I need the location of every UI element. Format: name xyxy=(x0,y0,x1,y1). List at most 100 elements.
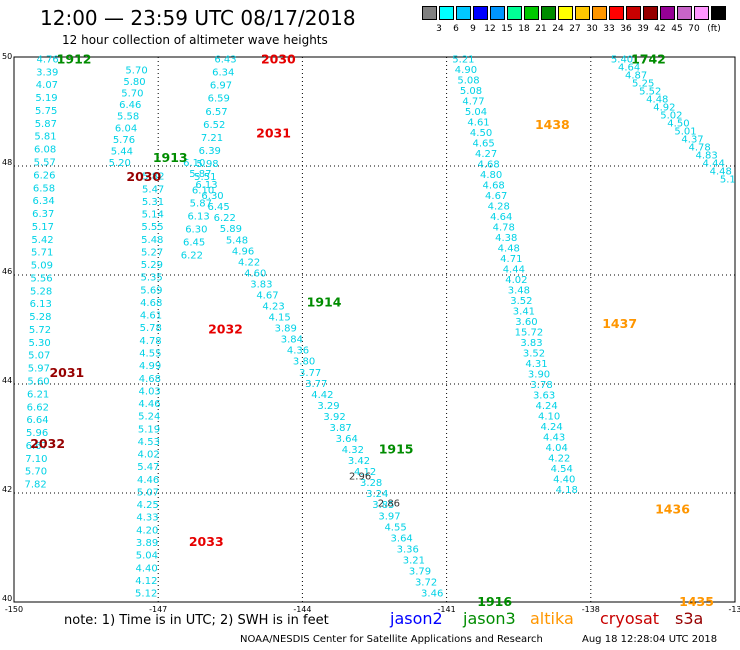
swh-value: 3.48 xyxy=(508,285,530,296)
pass-time-label: 1438 xyxy=(535,117,570,132)
swh-value: 3.77 xyxy=(299,368,321,379)
swh-value: 4.55 xyxy=(139,349,161,360)
swh-value: 6.34 xyxy=(212,68,234,79)
swh-value: 3.29 xyxy=(317,401,339,412)
swh-value: 5.89 xyxy=(220,224,242,235)
swh-value: 4.40 xyxy=(135,563,157,574)
swh-value: 4.78 xyxy=(493,222,515,233)
swh-value: 4.12 xyxy=(135,576,157,587)
swh-value: 6.10 xyxy=(192,185,214,196)
swh-value: 3.89 xyxy=(136,538,158,549)
swh-value-low: 2.86 xyxy=(378,499,400,510)
legend-jason2: jason2 xyxy=(390,609,443,628)
swh-value: 3.64 xyxy=(336,434,358,445)
swh-value: 15.72 xyxy=(515,327,544,338)
colorbar-swatch xyxy=(592,6,607,20)
swh-value: 4.64 xyxy=(490,212,512,223)
swh-value: 6.13 xyxy=(30,299,52,310)
pass-time-label: 2031 xyxy=(256,125,291,140)
swh-value: 5.31 xyxy=(142,197,164,208)
swh-value: 4.87 xyxy=(625,70,647,81)
swh-value: 4.61 xyxy=(140,311,162,322)
swh-value: 6.26 xyxy=(33,170,55,181)
swh-value: 4.90 xyxy=(455,65,477,76)
lat-tick-label: 50 xyxy=(2,52,12,61)
legend-cryosat: cryosat xyxy=(600,609,660,628)
generated-timestamp: Aug 18 12:28:04 UTC 2018 xyxy=(582,634,718,645)
colorbar-label: 24 xyxy=(552,24,564,34)
swh-value: 4.78 xyxy=(139,336,161,347)
swh-value: 4.92 xyxy=(653,102,675,113)
swh-value: 5.01 xyxy=(674,126,696,137)
swh-value: 4.76 xyxy=(37,54,59,65)
swh-value: 3.92 xyxy=(323,412,345,423)
swh-value: 4.46 xyxy=(138,399,160,410)
swh-value: 4.42 xyxy=(311,390,333,401)
swh-value: 5.58 xyxy=(117,112,139,123)
swh-value: 3.84 xyxy=(281,335,303,346)
colorbar-swatch xyxy=(711,6,726,20)
swh-value: 3.39 xyxy=(36,67,58,78)
pass-time-label: 1912 xyxy=(57,52,92,67)
swh-value: 5.02 xyxy=(660,110,682,121)
swh-value: 3.78 xyxy=(530,380,552,391)
swh-value: 5.96 xyxy=(26,428,48,439)
swh-value: 5.48 xyxy=(141,235,163,246)
swh-value: 5.48 xyxy=(226,235,248,246)
pass-time-label: 1436 xyxy=(655,501,690,516)
swh-value: 3.52 xyxy=(523,348,545,359)
swh-value: 4.48 xyxy=(710,166,732,177)
lat-tick-label: 40 xyxy=(2,594,12,603)
swh-value: 5.27 xyxy=(141,247,163,258)
colorbar-label: 27 xyxy=(569,24,581,34)
swh-value: 5.75 xyxy=(35,106,57,117)
swh-value: 6.62 xyxy=(27,402,49,413)
lon-tick-label: -147 xyxy=(149,605,167,614)
swh-value: 6.46 xyxy=(119,100,141,111)
swh-value: 6.57 xyxy=(205,107,227,118)
swh-value: 5.30 xyxy=(29,338,51,349)
colorbar-swatch xyxy=(439,6,454,20)
colorbar-swatch xyxy=(456,6,471,20)
swh-value: 4.71 xyxy=(500,254,522,265)
swh-value: 4.68 xyxy=(483,180,505,191)
swh-value: 5.97 xyxy=(28,364,50,375)
swh-value: 3.79 xyxy=(409,566,431,577)
legend-jason3: jason3 xyxy=(463,609,516,628)
swh-value: 5.70 xyxy=(125,65,147,76)
swh-value: 5.24 xyxy=(138,412,160,423)
swh-value: 5.55 xyxy=(141,222,163,233)
pass-time-label: 2030 xyxy=(126,169,161,184)
swh-value: 5.04 xyxy=(136,551,158,562)
swh-value: 5.08 xyxy=(460,86,482,97)
swh-value: 3.60 xyxy=(515,317,537,328)
swh-value: 4.64 xyxy=(618,62,640,73)
swh-value: 5.56 xyxy=(30,273,52,284)
pass-time-label: 1742 xyxy=(631,52,666,67)
swh-value: 3.90 xyxy=(528,369,550,380)
swh-value: 5.82 xyxy=(142,172,164,183)
swh-value: 7.10 xyxy=(25,454,47,465)
colorbar-label: 33 xyxy=(603,24,615,34)
swh-value: 4.15 xyxy=(269,313,291,324)
pass-time-label: 1913 xyxy=(153,150,188,165)
swh-value: 4.48 xyxy=(498,243,520,254)
colorbar-swatch xyxy=(507,6,522,20)
swh-value: 3.80 xyxy=(293,357,315,368)
swh-value: 3.46 xyxy=(421,589,443,600)
colorbar-label: 70 xyxy=(688,24,700,34)
swh-value: 3.77 xyxy=(305,379,327,390)
swh-value: 4.68 xyxy=(140,298,162,309)
pass-time-label: 2031 xyxy=(49,365,84,380)
swh-value: 6.21 xyxy=(27,389,49,400)
colorbar-swatch xyxy=(490,6,505,20)
swh-value: 5.78 xyxy=(140,323,162,334)
swh-value: 5.40 xyxy=(611,54,633,65)
swh-value: 5.87 xyxy=(190,198,212,209)
colorbar-label: 6 xyxy=(453,24,459,34)
lon-tick-label: -150 xyxy=(5,605,23,614)
colorbar-label: 36 xyxy=(620,24,632,34)
swh-value: 3.52 xyxy=(510,296,532,307)
swh-value: 4.44 xyxy=(703,158,725,169)
